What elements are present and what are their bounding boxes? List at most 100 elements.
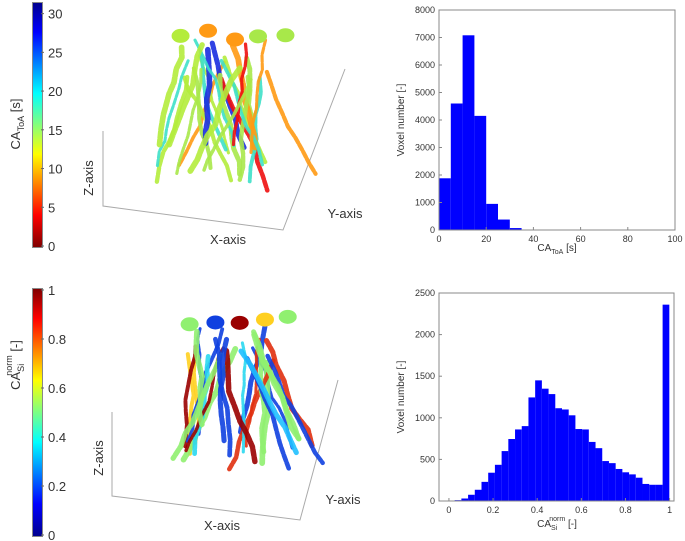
vessel-segment	[265, 353, 325, 466]
colorbar-si-ticks: 0 0.2 0.4 0.6 0.8 1	[41, 283, 66, 541]
colorbar-tick-label: 25	[48, 45, 62, 60]
vessel-segment	[219, 76, 270, 193]
y-axis-label-bottom: Y-axis	[326, 492, 361, 507]
histogram-toa-ylabel: Voxel number [-]	[396, 83, 407, 156]
vessel-blob	[199, 23, 218, 38]
histogram-bar	[494, 464, 502, 501]
vessel-cloud-toa	[154, 23, 318, 193]
vessel-blob	[255, 312, 274, 327]
histogram-bar	[635, 477, 643, 501]
colorbar-tick-label: 30	[48, 7, 62, 22]
x-axis-label-top: X-axis	[210, 232, 247, 247]
histogram-bar	[608, 463, 616, 501]
x-tick-label: 0.8	[619, 505, 632, 515]
y-tick-label: 8000	[415, 5, 435, 15]
vessel-segment	[264, 69, 318, 176]
histogram-toa-xlabel: CAToA [s]	[537, 243, 577, 256]
vessel-cloud-si-norm	[170, 309, 325, 472]
histogram-bar	[582, 429, 589, 501]
vessel-segment	[156, 44, 185, 148]
vessel-segment	[231, 42, 249, 148]
3d-axes-box-top	[102, 68, 346, 231]
y-tick-label: 2500	[415, 288, 435, 298]
vessel-segment	[251, 331, 302, 442]
colorbar-tick-label: 0.6	[48, 381, 66, 396]
colorbar-tick-label: 0.2	[48, 479, 66, 494]
vessel-blob	[276, 28, 295, 43]
vessel-blob	[226, 32, 245, 47]
histogram-si-norm: 0 0.2 0.4 0.6 0.8 1 0 500 1000 1500 2000 2500	[415, 288, 675, 515]
z-axis-label-top: Z-axis	[81, 160, 96, 196]
x-axis-label-bottom: X-axis	[204, 518, 241, 533]
vessel-segment	[217, 336, 230, 444]
y-tick-label: 2000	[415, 330, 435, 340]
z-axis-label-bottom: Z-axis	[91, 440, 106, 476]
y-axis-label-top: Y-axis	[328, 206, 363, 221]
histogram-bar	[481, 481, 489, 501]
colorbar-tick-label: 0	[48, 239, 55, 254]
histogram-bar	[588, 441, 596, 501]
y-tick-label: 1000	[415, 413, 435, 423]
histogram-bar	[468, 494, 475, 501]
vessel-segment	[227, 358, 276, 472]
histogram-bar	[509, 228, 522, 230]
histogram-bar	[662, 304, 670, 501]
histogram-bar	[528, 397, 536, 501]
histogram-bar	[498, 219, 510, 230]
colorbar-si-norm	[32, 288, 43, 537]
vessel-segment	[238, 348, 299, 456]
histogram-bar	[474, 115, 487, 230]
vessel-blob	[180, 317, 199, 332]
histogram-bar	[555, 408, 562, 501]
colorbar-tick-label: 0.8	[48, 332, 66, 347]
histogram-bar	[515, 429, 522, 501]
x-tick-label: 0.4	[531, 505, 544, 515]
histogram-bar	[649, 484, 656, 501]
vessel-segment	[249, 38, 268, 154]
vessel-blob	[278, 309, 297, 324]
y-tick-label: 5000	[415, 88, 435, 98]
histogram-bar	[595, 448, 603, 501]
x-tick-label: 100	[667, 234, 682, 244]
histogram-bar	[629, 474, 636, 501]
vessel-segment	[217, 72, 243, 177]
y-tick-label: 3000	[415, 143, 435, 153]
y-tick-label: 6000	[415, 60, 435, 70]
histogram-bar	[642, 483, 650, 501]
histogram-bar	[602, 461, 609, 501]
histogram-bar	[439, 178, 451, 230]
histogram-bar	[461, 498, 469, 501]
y-tick-label: 1500	[415, 371, 435, 381]
colorbar-si-label: CASinorm [-]	[4, 340, 26, 390]
x-tick-label: 80	[623, 234, 633, 244]
histogram-bar	[488, 472, 495, 501]
histogram-bar	[541, 388, 549, 501]
x-tick-label: 60	[576, 234, 586, 244]
histogram-bar	[486, 203, 498, 230]
colorbar-tick-label: 1	[48, 283, 55, 298]
colorbar-tick-label: 5	[48, 200, 55, 215]
x-tick-label: 1	[667, 505, 672, 515]
y-tick-label: 0	[430, 496, 435, 506]
y-tick-label: 1000	[415, 198, 435, 208]
y-tick-label: 2000	[415, 170, 435, 180]
histogram-toa: 0 20 40 60 80 1000100020003000400050006000700…	[415, 5, 683, 244]
vessel-segment	[170, 352, 224, 461]
histogram-bar	[615, 468, 623, 501]
histogram-bar	[575, 429, 583, 501]
vessel-segment	[201, 77, 253, 174]
vessel-blob	[171, 28, 190, 43]
y-tick-label: 500	[420, 454, 435, 464]
x-tick-label: 0.2	[487, 505, 500, 515]
colorbar-tick-label: 0.4	[48, 430, 66, 445]
vessel-segment	[155, 59, 190, 168]
x-tick-label: 0	[436, 234, 441, 244]
vessel-segment	[263, 338, 315, 449]
vessel-segment	[197, 54, 231, 156]
histogram-si-xlabel: CASinorm [-]	[537, 516, 577, 532]
histogram-si-ylabel: Voxel number [-]	[396, 360, 407, 433]
histogram-bar	[548, 394, 556, 501]
vessel-segment	[223, 347, 258, 465]
x-tick-label: 0.6	[575, 505, 588, 515]
